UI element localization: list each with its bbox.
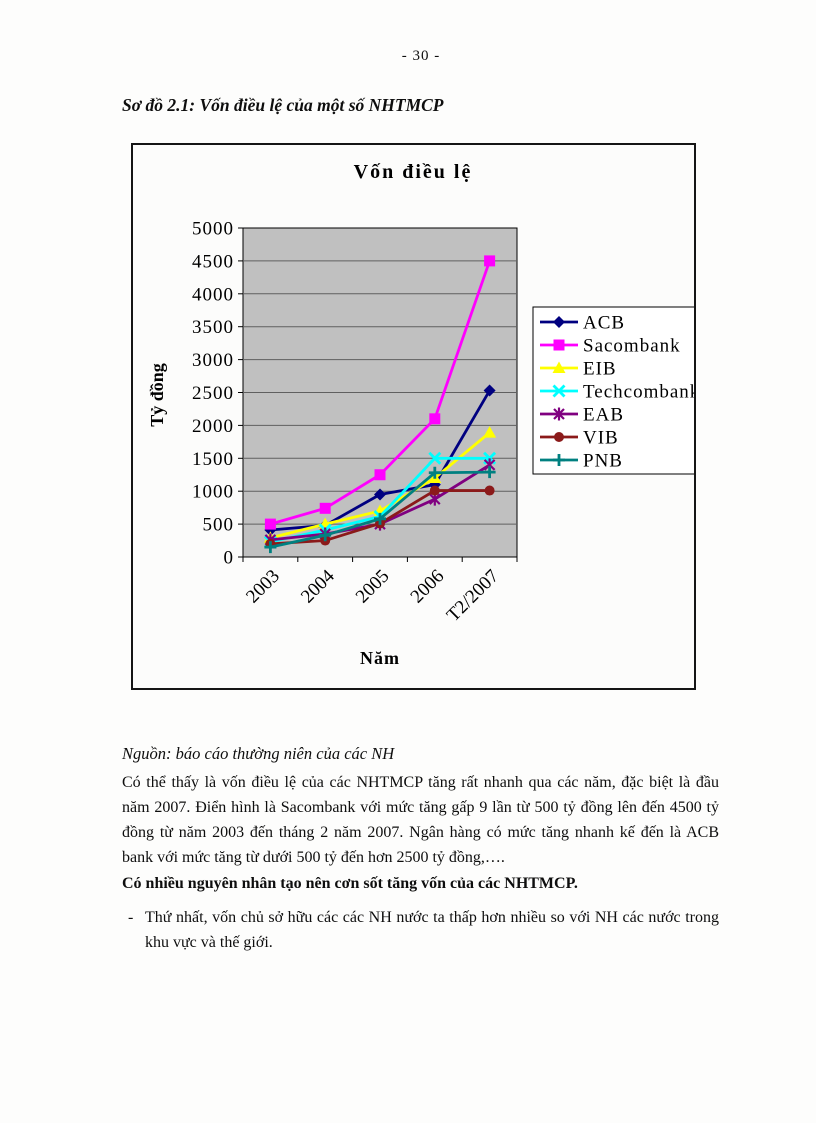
plus-marker: [374, 512, 386, 525]
square-marker: [319, 502, 331, 514]
chart-title: Vốn điều lệ: [354, 161, 473, 183]
y-tick-label: 500: [203, 515, 235, 536]
x-tick-label: 2006: [407, 566, 449, 608]
circle-marker: [484, 485, 495, 496]
series-PNB: [264, 466, 496, 554]
y-tick-label: 4000: [192, 284, 234, 305]
diamond-marker: [264, 524, 277, 537]
source-note: Nguồn: báo cáo thường niên của các NH: [122, 744, 395, 763]
square-marker: [374, 469, 386, 481]
star-marker: [553, 407, 565, 421]
plus-marker: [319, 529, 332, 542]
charter-capital-chart: 0 500 1000 1500 2000 2500 3000 3500 4000 4500 5000…: [131, 143, 696, 690]
y-tick-label: 1000: [192, 482, 234, 503]
square-marker: [553, 339, 565, 351]
legend-label: VIB: [583, 428, 619, 449]
x-tick-label: 2005: [352, 566, 394, 608]
legend-label: EIB: [583, 359, 617, 380]
diamond-marker: [483, 384, 496, 397]
plus-marker: [428, 466, 441, 479]
circle-marker: [554, 432, 564, 442]
y-tick-label: 0: [224, 548, 235, 569]
series-Sacombank: [264, 255, 496, 530]
triangle-marker: [552, 361, 566, 373]
triangle-marker: [483, 426, 497, 438]
plus-marker: [483, 466, 496, 479]
page-number: - 30 -: [401, 48, 441, 64]
y-tick-label: 2000: [192, 416, 234, 437]
capital-chart-svg: 0 500 1000 1500 2000 2500 3000 3500 4000 4500 5000…: [147, 161, 694, 668]
x-tick-label: 2004: [297, 565, 339, 607]
circle-marker: [429, 485, 440, 496]
square-marker: [484, 255, 496, 267]
y-tick-label: 3000: [192, 350, 234, 371]
square-marker: [264, 518, 276, 530]
diamond-marker: [553, 316, 565, 328]
reasons-heading: Có nhiều nguyên nhân tạo nên cơn sốt tăn…: [122, 875, 578, 892]
bullet-text: Thứ nhất, vốn chủ sở hữu các các NH nước…: [145, 909, 719, 951]
legend-label: PNB: [583, 451, 623, 472]
bullet-item: - Thứ nhất, vốn chủ sở hữu các các NH nư…: [128, 905, 720, 955]
diamond-marker: [374, 488, 386, 501]
square-marker: [429, 413, 441, 425]
y-tick-label: 1500: [192, 449, 234, 470]
y-axis-title: Tỷ đồng: [147, 363, 167, 427]
x-axis-title: Năm: [360, 648, 400, 668]
x-tick-label: T2/2007: [443, 566, 503, 626]
legend-label: EAB: [583, 405, 624, 426]
legend-label: ACB: [583, 313, 625, 334]
y-tick-label: 5000: [192, 219, 234, 240]
figure-heading: Sơ đồ 2.1: Vốn điều lệ của một số NHTMCP: [122, 95, 444, 115]
plus-marker: [553, 454, 565, 466]
y-tick-label: 2500: [192, 383, 234, 404]
x-marker: [552, 384, 566, 398]
legend-label: Sacombank: [583, 336, 681, 357]
y-tick-label: 3500: [192, 317, 234, 338]
x-tick-label: 2003: [242, 566, 284, 608]
bullet-marker: -: [128, 909, 134, 926]
analysis-paragraph: Có thể thấy là vốn điều lệ của các NHTMC…: [122, 774, 719, 866]
y-tick-label: 4500: [192, 251, 234, 272]
legend-label: Techcombank: [583, 382, 694, 403]
x-marker: [428, 451, 442, 465]
plus-marker: [264, 541, 277, 554]
